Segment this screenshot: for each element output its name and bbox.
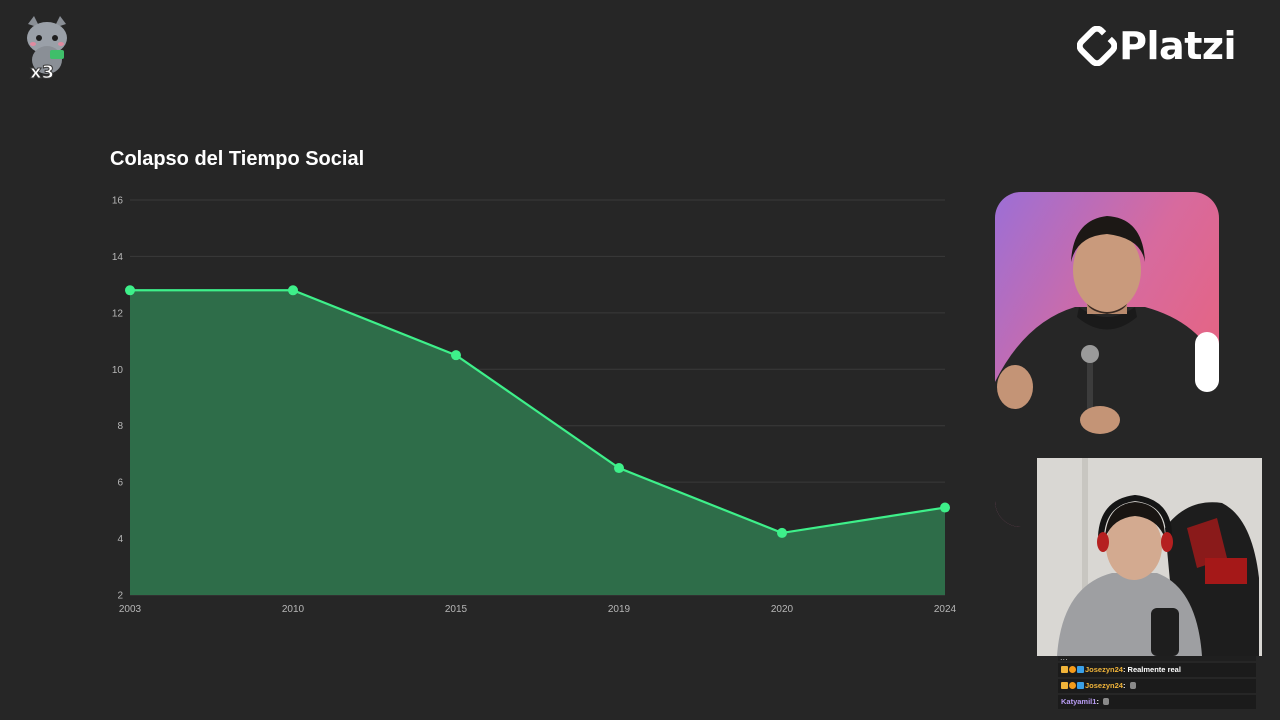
data-point [125,285,135,296]
crown-badge-icon [1061,682,1068,689]
emote-icon [1103,698,1110,705]
y-axis: 2 4 6 8 10 12 14 16 [112,196,124,602]
platzi-logo-icon [1077,26,1118,66]
chat-username: Katyamil1 [1061,697,1097,706]
platzi-logo: Platzi [1077,26,1236,66]
data-point [777,527,787,538]
series-line [130,289,946,535]
data-point [614,463,624,474]
x-tick-label: 2015 [445,604,468,615]
area-fill [130,290,945,595]
chat-username: Josezyn24 [1085,665,1123,674]
streamer-webcam [1037,458,1262,656]
chat-username: Josezyn24 [1085,681,1123,690]
chart-area-layer [130,289,946,595]
chart-points [125,285,950,538]
x-axis: 2003 2010 2015 2019 2020 2024 [119,604,957,615]
x-tick-label: 2019 [608,604,631,615]
sub-badge-icon [1069,666,1076,673]
x-tick-label: 2024 [934,604,957,615]
webcam-figure [1037,458,1262,656]
data-point [940,502,950,513]
data-point [451,350,461,361]
chat-message: Josezyn24: [1058,679,1256,693]
cat-mascot-icon: x3 [27,16,67,82]
y-tick-label: 12 [112,308,124,319]
chart-title: Colapso del Tiempo Social [110,148,365,170]
chat-message: Katyamil1: [1058,695,1256,709]
brand-name: Platzi [1119,24,1236,68]
chat-message: Josezyn24: Realmente real [1058,663,1256,677]
x-tick-label: 2010 [282,604,305,615]
x-tick-label: 2020 [771,604,794,615]
data-point [288,285,298,296]
chat-cut-message: ... [1058,656,1256,661]
y-tick-label: 14 [112,252,124,263]
gem-badge-icon [1077,666,1084,673]
y-tick-label: 4 [117,534,123,545]
y-tick-label: 10 [112,365,124,376]
emote-icon [1129,682,1136,689]
stream-chat: ... Josezyn24: Realmente real Josezyn24:… [1058,656,1256,709]
y-tick-label: 2 [117,591,123,602]
cat-logo-text: x3 [30,62,54,82]
x-tick-label: 2003 [119,604,142,615]
y-tick-label: 6 [117,478,123,489]
chat-text: Realmente real [1127,665,1181,674]
y-tick-label: 8 [117,421,123,432]
crown-badge-icon [1061,666,1068,673]
gem-badge-icon [1077,682,1084,689]
sub-badge-icon [1069,682,1076,689]
y-tick-label: 16 [112,196,124,207]
